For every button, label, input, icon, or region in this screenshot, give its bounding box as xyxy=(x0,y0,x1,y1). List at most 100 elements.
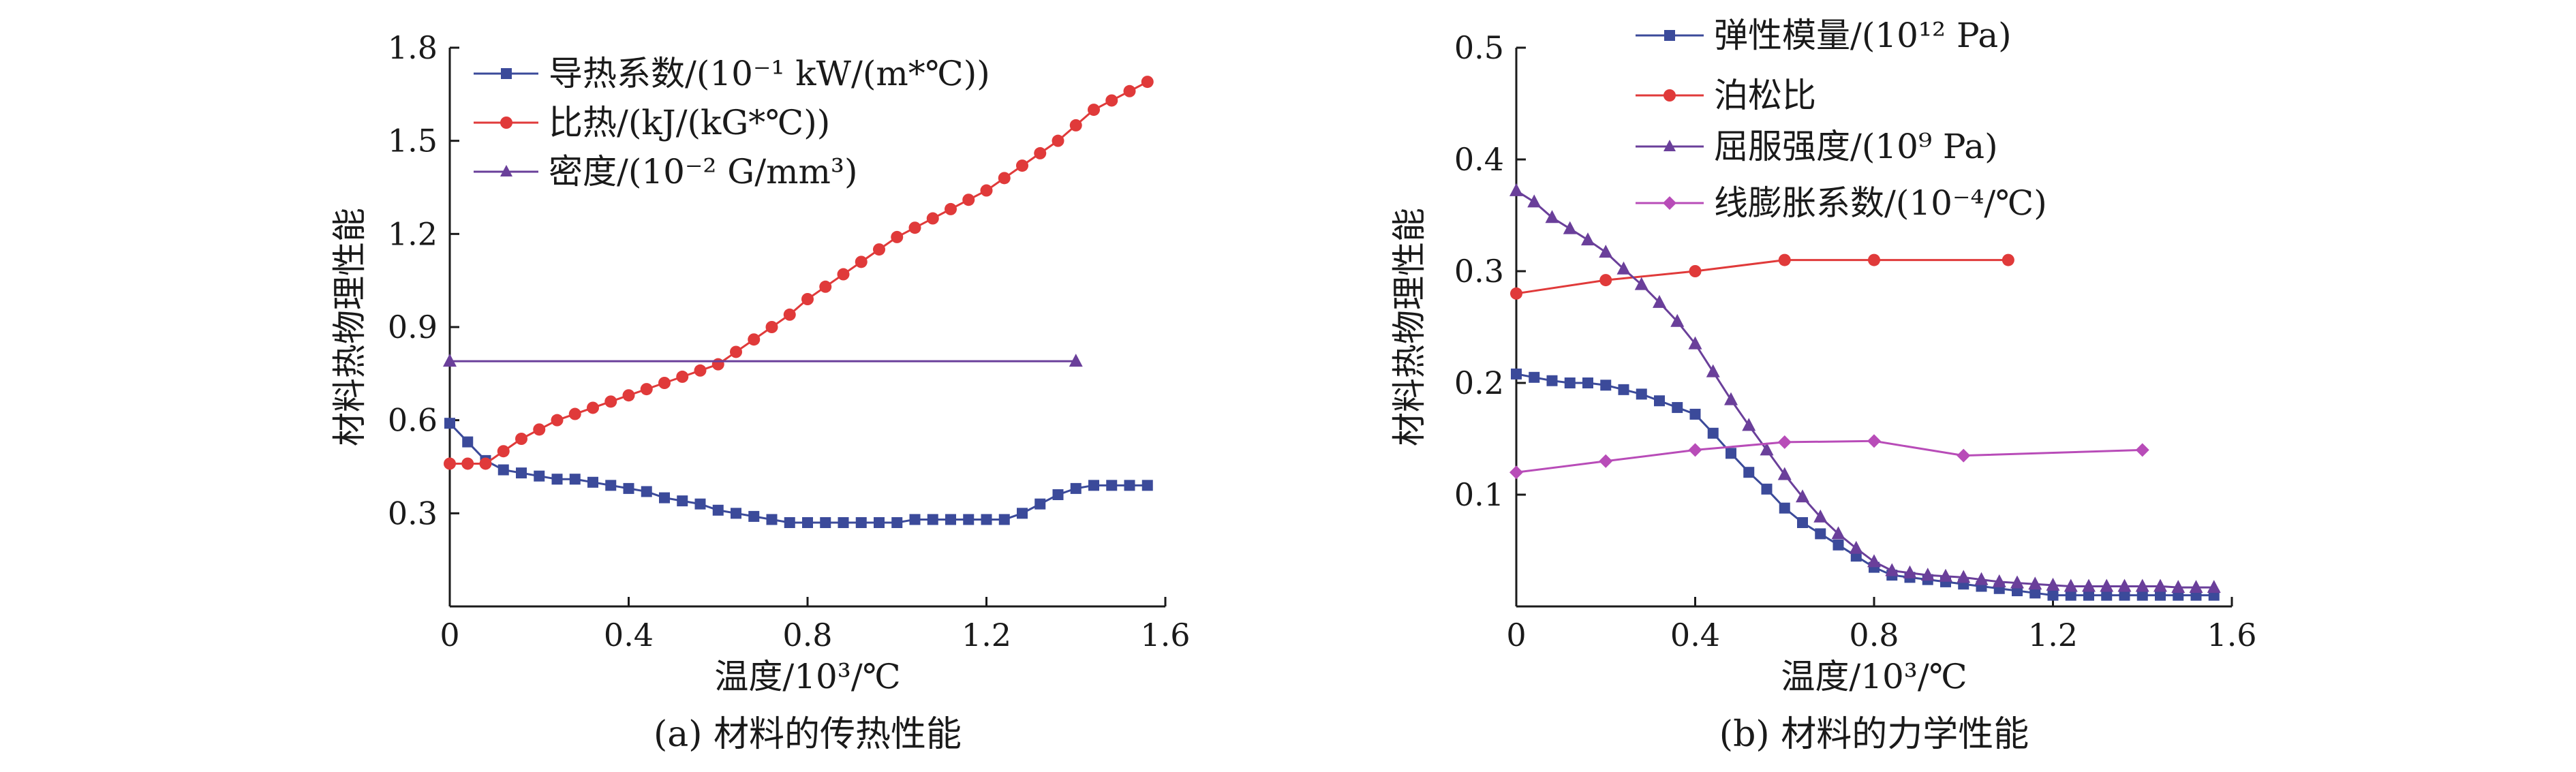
data-point-series-1 xyxy=(980,184,993,197)
legend-label-poisson-ratio: 泊松比 xyxy=(1714,76,1816,115)
data-point-series-1 xyxy=(444,457,456,470)
data-point-series-1 xyxy=(765,321,778,333)
data-point-series-1 xyxy=(1689,265,1702,277)
data-point-series-2 xyxy=(1545,210,1559,223)
data-point-series-0 xyxy=(1034,498,1046,510)
data-point-series-2 xyxy=(1724,392,1738,405)
data-point-series-0 xyxy=(1654,395,1665,407)
data-point-series-1 xyxy=(730,345,742,358)
data-point-series-0 xyxy=(1124,480,1135,491)
data-point-series-2 xyxy=(2064,578,2078,592)
data-point-series-0 xyxy=(2029,587,2041,599)
data-point-series-2 xyxy=(1831,526,1845,540)
x-tick-label: 0 xyxy=(440,617,459,653)
data-point-series-2 xyxy=(1706,364,1720,377)
data-point-series-1 xyxy=(640,383,653,396)
panel-b-y-axis-title: 材料热物理性能 xyxy=(1390,208,1429,446)
data-point-series-0 xyxy=(569,474,581,485)
data-point-series-0 xyxy=(462,436,474,448)
data-point-series-1 xyxy=(926,212,939,225)
data-point-series-0 xyxy=(1529,371,1540,383)
data-point-series-1 xyxy=(658,377,671,389)
data-point-series-0 xyxy=(2083,589,2094,601)
data-point-series-2 xyxy=(2189,580,2203,593)
data-point-series-1 xyxy=(515,433,527,445)
data-point-series-3 xyxy=(1777,435,1792,449)
data-point-series-0 xyxy=(1833,539,1844,551)
series-line-0 xyxy=(1516,373,2214,597)
data-point-series-0 xyxy=(1017,508,1028,519)
y-tick-label: 0.1 xyxy=(1454,476,1504,513)
data-point-series-0 xyxy=(766,514,778,525)
data-point-series-1 xyxy=(998,172,1011,185)
data-point-series-0 xyxy=(1672,402,1683,414)
data-point-series-2 xyxy=(1563,221,1577,234)
x-tick-label: 1.2 xyxy=(962,617,1011,653)
x-tick-label: 1.2 xyxy=(2028,617,2078,653)
panel-b-legend: 弹性模量/(10¹² Pa) 泊松比 屈服强度/(10⁹ Pa) 线膨胀系数/(… xyxy=(1636,16,2047,223)
data-point-series-1 xyxy=(855,256,868,268)
data-point-series-2 xyxy=(1653,294,1666,308)
data-point-series-1 xyxy=(837,268,850,281)
data-point-series-1 xyxy=(1141,76,1154,89)
data-point-series-0 xyxy=(587,476,598,488)
data-point-series-0 xyxy=(2155,589,2166,601)
legend-item-thermal-expansion: 线膨胀系数/(10⁻⁴/℃) xyxy=(1636,183,2047,223)
data-point-series-0 xyxy=(998,514,1010,525)
data-point-series-2 xyxy=(2117,578,2132,592)
data-point-series-1 xyxy=(2002,253,2014,266)
x-tick-label: 1.6 xyxy=(2207,617,2256,653)
data-point-series-2 xyxy=(1903,565,1917,578)
data-point-series-1 xyxy=(962,194,975,206)
data-point-series-2 xyxy=(1992,574,2006,587)
data-point-series-2 xyxy=(1777,467,1792,480)
legend-marker-diamond xyxy=(1663,196,1676,210)
data-point-series-1 xyxy=(783,308,796,321)
data-point-series-1 xyxy=(461,457,474,470)
data-point-series-0 xyxy=(1106,480,1118,491)
x-tick-label: 0.8 xyxy=(1849,617,1899,653)
series-line-0 xyxy=(448,422,1148,524)
legend-marker-circle xyxy=(1663,89,1676,102)
data-point-series-1 xyxy=(1599,274,1612,287)
data-point-series-0 xyxy=(1636,388,1647,400)
data-point-series-2 xyxy=(1581,232,1595,246)
data-point-series-1 xyxy=(1510,287,1522,300)
data-point-series-2 xyxy=(1920,568,1935,581)
data-point-series-0 xyxy=(838,517,849,528)
data-point-series-0 xyxy=(1815,528,1826,540)
data-point-series-2 xyxy=(1796,489,1809,503)
data-point-series-2 xyxy=(1885,563,1899,576)
data-point-series-2 xyxy=(1957,570,1971,583)
panel-b-caption: (b) 材料的力学性能 xyxy=(1719,714,2029,755)
data-point-series-0 xyxy=(1052,489,1064,500)
legend-marker-triangle xyxy=(500,165,512,176)
data-point-series-1 xyxy=(711,358,724,371)
legend-item-poisson-ratio: 泊松比 xyxy=(1636,76,1816,115)
series-line-2 xyxy=(1516,189,2214,589)
data-point-series-3 xyxy=(1957,448,1971,463)
data-point-series-3 xyxy=(2135,443,2149,457)
data-point-series-0 xyxy=(927,514,938,525)
data-point-series-0 xyxy=(551,474,563,485)
data-point-series-2 xyxy=(1670,313,1685,327)
data-point-series-1 xyxy=(891,230,904,243)
panel-a-heat-transfer: 0 0.4 0.8 1.2 1.60.30.60.91.21.51.8 材料热物理性能 … xyxy=(330,29,1191,755)
data-point-series-1 xyxy=(479,457,492,470)
data-point-series-1 xyxy=(908,221,921,234)
data-point-series-0 xyxy=(1743,467,1755,478)
data-point-series-1 xyxy=(1069,119,1082,132)
legend-label-specific-heat: 比热/(kJ/(kG*℃)) xyxy=(549,103,830,142)
data-point-series-1 xyxy=(1052,134,1064,147)
data-point-series-1 xyxy=(604,395,617,408)
data-point-series-0 xyxy=(1779,502,1790,514)
data-point-series-0 xyxy=(891,517,903,528)
y-tick-label: 0.5 xyxy=(1454,29,1504,66)
data-point-series-2 xyxy=(2100,578,2114,592)
data-point-series-0 xyxy=(516,467,527,479)
panel-a-caption: (a) 材料的传热性能 xyxy=(654,714,962,755)
data-point-series-2 xyxy=(1069,354,1083,367)
data-point-series-2 xyxy=(2207,580,2221,593)
y-tick-label: 0.6 xyxy=(388,402,438,439)
x-tick-label: 0.4 xyxy=(604,617,654,653)
